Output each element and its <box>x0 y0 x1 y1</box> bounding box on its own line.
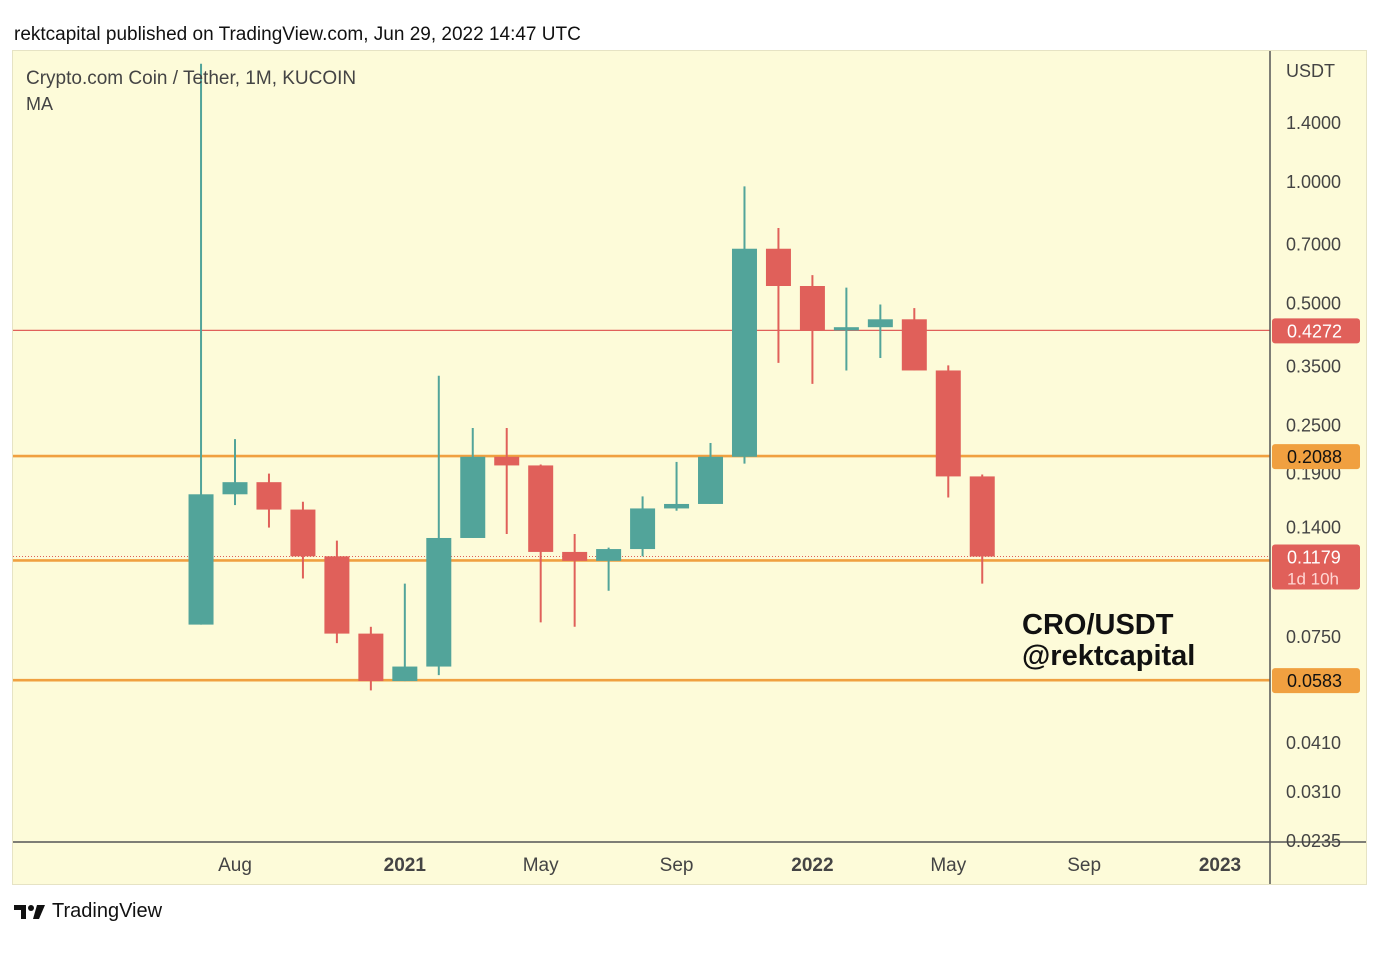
candle-2021-01 <box>392 583 418 682</box>
horizontal-lines <box>13 329 1270 682</box>
candle-2021-02 <box>426 375 452 676</box>
footer-brand-label: TradingView <box>52 900 163 922</box>
candle-body <box>460 456 486 538</box>
candles <box>188 63 995 691</box>
y-tick-label: 1.4000 <box>1286 113 1341 133</box>
y-tick-label: 0.7000 <box>1286 235 1341 255</box>
price-tag-bg <box>1272 544 1360 590</box>
x-tick-label: 2021 <box>384 855 427 876</box>
candle-body <box>392 666 418 682</box>
price-tag-0.0583: 0.0583 <box>1272 668 1360 694</box>
candle-2020-12 <box>358 626 384 691</box>
candle-body <box>833 327 859 331</box>
candle-body <box>188 494 214 625</box>
y-tick-label: 0.1400 <box>1286 517 1341 537</box>
price-tag-label: 0.2088 <box>1287 447 1342 467</box>
candle-body <box>765 248 791 286</box>
watermark-pair: CRO/USDT <box>1022 609 1174 641</box>
x-tick-label: Aug <box>218 855 252 876</box>
candle-body <box>494 456 520 466</box>
price-tag-0.2088: 0.2088 <box>1272 444 1360 470</box>
candle-2022-01 <box>799 275 825 384</box>
axes <box>13 51 1366 884</box>
x-axis-labels: Aug 2021 May Sep 2022 May Sep 2023 <box>218 855 1241 876</box>
footer-brand[interactable]: TradingView <box>14 900 162 923</box>
x-tick-label: 2022 <box>791 855 833 876</box>
x-tick-label: 2023 <box>1199 855 1241 876</box>
candle-2021-12 <box>765 228 791 363</box>
candle-body <box>630 508 656 550</box>
y-tick-label: 0.2500 <box>1286 415 1341 435</box>
candle-body <box>426 537 452 667</box>
candle-2020-08 <box>222 439 248 506</box>
candle-2022-04 <box>901 308 927 371</box>
y-tick-label: 0.0410 <box>1286 733 1341 753</box>
candle-body <box>969 476 995 557</box>
candle-2020-09 <box>256 473 282 528</box>
y-tick-label: 0.0750 <box>1286 627 1341 647</box>
x-tick-label: Sep <box>1067 855 1101 876</box>
y-tick-label: 1.0000 <box>1286 172 1341 192</box>
candle-2020-11 <box>324 540 350 644</box>
candle-body <box>358 633 384 682</box>
candle-body <box>324 556 350 634</box>
candle-body <box>290 509 316 557</box>
candle-body <box>901 319 927 371</box>
candle-body <box>256 482 282 510</box>
candle-body <box>867 319 893 328</box>
tradingview-logo-icon <box>14 904 45 919</box>
candle-body <box>596 549 622 561</box>
candle-2021-11 <box>731 186 757 464</box>
candle-2020-10 <box>290 501 316 579</box>
price-tag-bg <box>1272 444 1360 470</box>
x-tick-label: Sep <box>660 855 694 876</box>
candle-2021-06 <box>562 534 588 627</box>
y-axis-unit: USDT <box>1286 61 1335 81</box>
price-tag-bg <box>1272 668 1360 694</box>
candle-2021-04 <box>494 428 520 535</box>
candle-body <box>222 482 248 495</box>
candle-2021-03 <box>460 428 486 538</box>
candle-body <box>799 285 825 331</box>
candle-2021-08 <box>630 496 656 557</box>
price-tag-0.4272: 0.4272 <box>1272 318 1360 344</box>
y-tick-label: 0.5000 <box>1286 294 1341 314</box>
price-tag-0.1179: 0.1179 1d 10h <box>1272 544 1360 590</box>
x-tick-label: May <box>523 855 559 876</box>
y-tick-label: 0.3500 <box>1286 356 1341 376</box>
price-tag-label: 0.4272 <box>1287 321 1342 341</box>
legend-symbol: Crypto.com Coin / Tether, 1M, KUCOIN <box>26 68 356 89</box>
candle-2021-07 <box>596 547 622 591</box>
candle-2022-06 <box>969 474 995 584</box>
watermark-author: @rektcapital <box>1022 640 1195 672</box>
candle-body <box>698 456 724 504</box>
price-tag-countdown: 1d 10h <box>1287 569 1339 588</box>
y-tick-label: 0.0235 <box>1286 831 1341 851</box>
x-tick-label: May <box>930 855 966 876</box>
candle-2021-10 <box>698 442 724 504</box>
candle-body <box>935 370 961 477</box>
candle-body <box>528 465 554 552</box>
y-tick-label: 0.0310 <box>1286 782 1341 802</box>
y-axis-labels: 1.40001.00000.70000.50000.35000.25000.19… <box>1286 113 1341 851</box>
candle-2022-02 <box>833 287 859 371</box>
candle-body <box>731 248 757 457</box>
candle-2022-03 <box>867 304 893 359</box>
candle-body <box>562 551 588 561</box>
legend-indicator: MA <box>26 94 53 114</box>
publisher-header: rektcapital published on TradingView.com… <box>14 24 581 45</box>
price-tag-label: 0.0583 <box>1287 671 1342 691</box>
candle-2021-09 <box>664 461 690 511</box>
price-tag-bg <box>1272 318 1360 344</box>
candle-body <box>664 503 690 509</box>
candle-2020-07 <box>188 63 214 625</box>
candle-2022-05 <box>935 365 961 498</box>
candle-2021-05 <box>528 464 554 623</box>
price-tag-label: 0.1179 <box>1287 547 1341 567</box>
chart-frame <box>12 50 1367 885</box>
